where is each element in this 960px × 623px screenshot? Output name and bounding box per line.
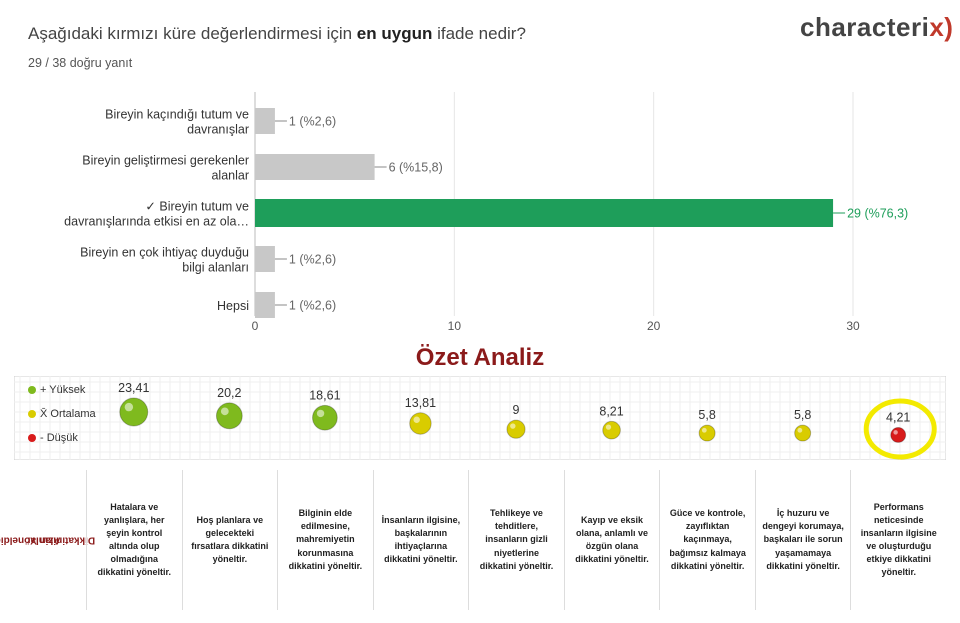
question-suffix: ifade nedir?: [432, 24, 526, 43]
bar: [255, 292, 275, 318]
focus-description: Güce ve kontrole, zayıflıktan kaçınmaya,…: [659, 470, 755, 610]
focus-description: Hoş planlara ve gelecekteki fırsatlara d…: [181, 470, 278, 610]
data-label: 1 (%2,6): [289, 115, 336, 129]
focus-descriptions: Hatalara ve yanlışlara, her şeyin kontro…: [14, 470, 946, 610]
score-value: 23,41: [118, 381, 149, 395]
question-title: Aşağıdaki kırmızı küre değerlendirmesi i…: [28, 24, 526, 44]
bar: [255, 246, 275, 272]
category-label: davranışlarında etkisi en az ola…: [64, 215, 249, 229]
question-prefix: Aşağıdaki kırmızı küre değerlendirmesi i…: [28, 24, 357, 43]
focus-description: Performans neticesinde insanların ilgisi…: [850, 470, 946, 610]
category-label: alanlar: [211, 169, 249, 183]
score-sphere: [119, 397, 149, 427]
score-sphere: [506, 419, 526, 439]
sphere-shine: [797, 427, 803, 433]
score-sphere: [602, 420, 621, 440]
legend-mid-dot: [28, 410, 36, 418]
x-tick-label: 10: [448, 319, 462, 333]
score-sphere: [409, 412, 432, 435]
legend-low-dot: [28, 434, 36, 442]
question-bold: en uygun: [356, 24, 433, 43]
legend-high-label: + Yüksek: [40, 384, 86, 396]
score-sphere: [312, 404, 338, 431]
focus-description: Hatalara ve yanlışlara, her şeyin kontro…: [86, 470, 182, 610]
bar: [255, 199, 834, 227]
sphere-shine: [124, 402, 134, 412]
score-value: 20,2: [217, 386, 241, 400]
legend-mid-label: X̄ Ortalama: [40, 408, 96, 420]
x-tick-label: 0: [252, 319, 259, 333]
score-value: 5,8: [794, 408, 811, 422]
category-label: Bireyin kaçındığı tutum ve: [105, 108, 249, 122]
data-label: 6 (%15,8): [389, 161, 443, 175]
score-sphere: [890, 427, 907, 443]
data-label: 29 (%76,3): [847, 207, 908, 221]
score-value: 18,61: [309, 388, 340, 402]
bar: [255, 154, 375, 180]
score-value: 4,21: [886, 411, 910, 425]
summary-score-strip: 23,41 20,2 18,61 13,81 9 8,21 5,8 5,8 4,21: [14, 376, 946, 460]
data-label: 1 (%2,6): [289, 253, 336, 267]
score-text: 29 / 38 doğru yanıt: [28, 56, 133, 70]
legend-high-dot: [28, 386, 36, 394]
legend-low-label: - Düşük: [40, 432, 78, 444]
sphere-shine: [605, 424, 612, 430]
sphere-shine: [893, 430, 898, 435]
logo-x: x): [929, 12, 954, 42]
sphere-shine: [220, 407, 229, 416]
category-label: ✓ Bireyin tutum ve: [145, 200, 249, 214]
focus-description: İnsanların ilgisine, başkalarının ihtiya…: [372, 470, 469, 610]
legend-high: + Yüksek: [28, 384, 85, 396]
category-label: Bireyin en çok ihtiyaç duyduğu: [80, 246, 249, 260]
brand-logo: characterix): [800, 12, 953, 43]
category-label: bilgi alanları: [182, 261, 249, 275]
score-value: 5,8: [698, 408, 715, 422]
score-value: 13,81: [405, 396, 436, 410]
logo-text: characteri: [800, 12, 930, 42]
focus-description: Tehlikeye ve tehditlere, insanların gizl…: [468, 470, 564, 610]
summary-title: Özet Analiz: [415, 344, 545, 371]
category-label: davranışlar: [187, 123, 249, 137]
focus-description: Bilginin elde edilmesine, mahremiyetin k…: [277, 470, 373, 610]
sphere-shine: [413, 416, 420, 423]
score-sphere: [794, 424, 812, 442]
focus-description: İç huzuru ve dengeyi korumaya, başkaları…: [754, 470, 851, 610]
legend-mid: X̄ Ortalama: [28, 408, 96, 420]
bar: [255, 108, 275, 134]
data-label: 1 (%2,6): [289, 299, 336, 313]
sphere-shine: [701, 427, 707, 433]
category-label: Bireyin geliştirmesi gerekenler: [82, 154, 249, 168]
category-label: Hepsi: [217, 299, 249, 313]
highlight-ring: [863, 398, 937, 460]
score-sphere: [215, 402, 243, 430]
sphere-shine: [316, 409, 325, 418]
score-sphere: [698, 424, 716, 442]
x-tick-label: 20: [647, 319, 661, 333]
score-value: 9: [513, 403, 520, 417]
focus-description: Kayıp ve eksik olana, anlamlı ve özgün o…: [563, 470, 660, 610]
legend-low: - Düşük: [28, 432, 78, 444]
x-tick-label: 30: [846, 319, 860, 333]
score-value: 8,21: [599, 404, 623, 418]
sphere-shine: [510, 423, 516, 429]
